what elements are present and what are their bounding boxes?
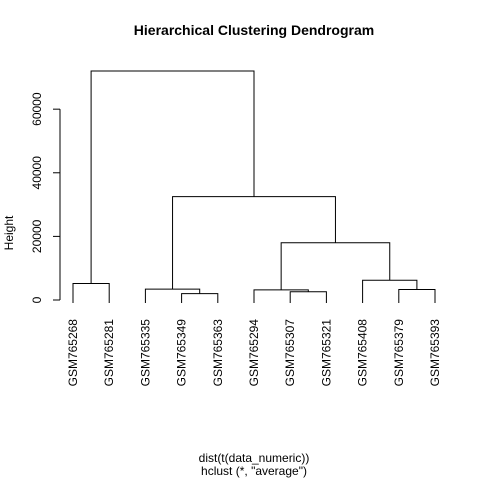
leaf-label: GSM765393: [428, 319, 442, 387]
dendrogram-branches: [72, 70, 436, 303]
dendrogram-branch: [181, 293, 219, 303]
dendrogram-branch: [362, 279, 418, 303]
leaf-label: GSM765408: [356, 319, 370, 387]
leaf-label: GSM765379: [392, 319, 406, 387]
leaf-label: GSM765268: [66, 319, 80, 387]
leaf-labels: GSM765268 GSM765281 GSM765335 GSM765349 GSM7…: [66, 319, 442, 387]
y-axis-label: Height: [2, 215, 16, 250]
dendrogram-branch: [398, 289, 436, 303]
leaf-label: GSM765363: [211, 319, 225, 387]
x-axis-label: dist(t(data_numeric)): [199, 451, 310, 465]
leaf-label: GSM765349: [175, 319, 189, 387]
method-label: hclust (*, "average"): [201, 464, 307, 478]
y-tick-label: 40000: [30, 156, 44, 190]
dendrogram-branch: [72, 282, 110, 303]
dendrogram-branch: [144, 288, 201, 303]
leaf-label: GSM765321: [319, 319, 333, 387]
leaf-label: GSM765294: [247, 319, 261, 387]
leaf-label: GSM765281: [102, 319, 116, 387]
dendrogram-branch: [90, 70, 255, 284]
y-axis: 0 20000 40000 60000: [30, 92, 61, 303]
dendrogram-branch: [172, 196, 336, 290]
leaf-label: GSM765335: [138, 319, 152, 387]
dendrogram-branch: [289, 291, 327, 303]
leaf-label: GSM765307: [283, 319, 297, 387]
y-tick-label: 20000: [30, 219, 44, 253]
dendrogram-branch: [280, 242, 391, 290]
chart-title: Hierarchical Clustering Dendrogram: [134, 22, 374, 38]
y-tick-label: 60000: [30, 92, 44, 126]
y-tick-label: 0: [30, 296, 44, 303]
